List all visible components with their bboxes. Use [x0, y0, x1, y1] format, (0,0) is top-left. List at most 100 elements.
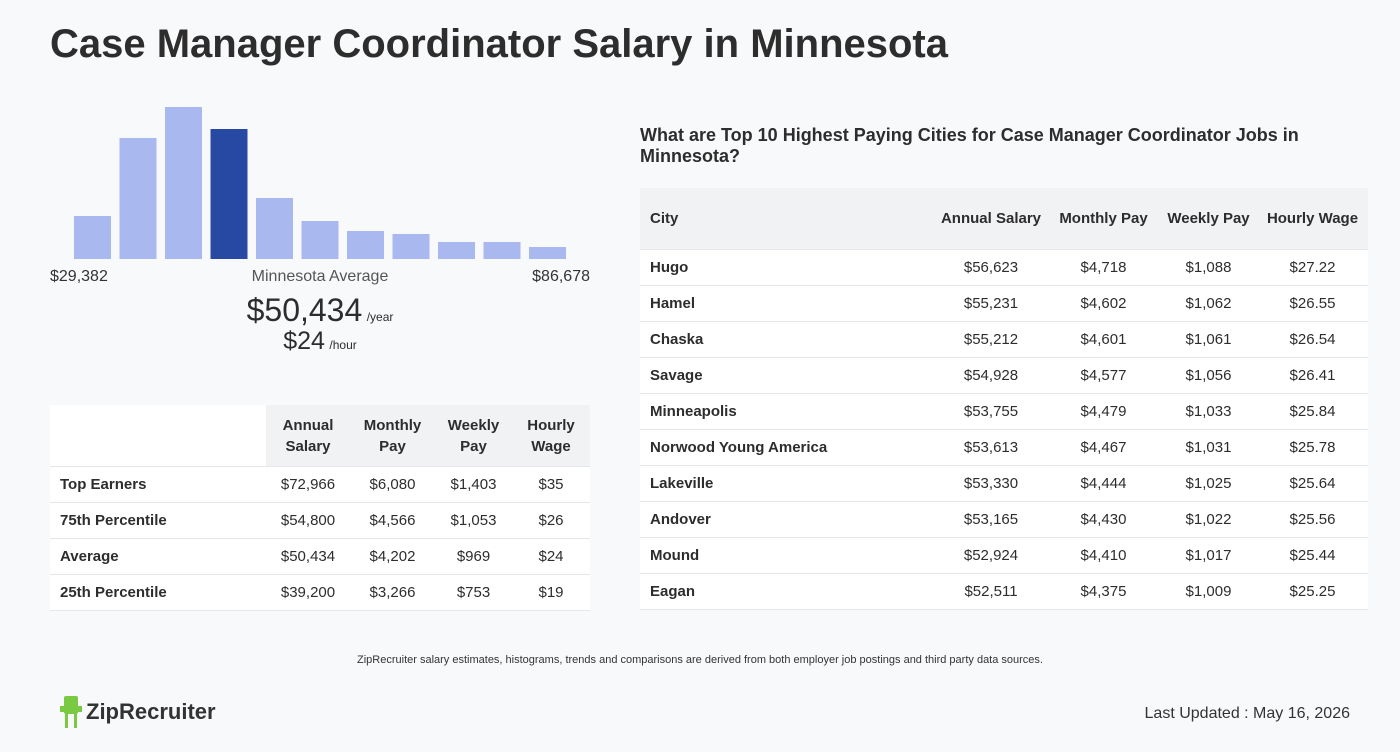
table-cell: Mound: [640, 537, 935, 574]
histogram-bar: [438, 242, 475, 259]
header-cell: Hourly Wage: [1257, 188, 1368, 250]
table-cell: $25.78: [1257, 429, 1368, 466]
table-cell: $52,924: [935, 537, 1047, 574]
histogram-bar: [256, 198, 293, 259]
table-row: Andover $53,165 $4,430 $1,022 $25.56: [640, 501, 1368, 538]
table-cell: $25.56: [1257, 501, 1368, 538]
table-cell: $26.54: [1257, 321, 1368, 358]
table-cell: 75th Percentile: [50, 502, 266, 539]
table-cell: 25th Percentile: [50, 574, 266, 611]
table-cell: Eagan: [640, 573, 935, 610]
table-cell: $4,467: [1047, 429, 1160, 466]
logo: ZipRecruiter: [60, 696, 216, 728]
histogram: $29,382 Minnesota Average $86,678: [50, 107, 590, 285]
table-cell: $4,718: [1047, 249, 1160, 286]
header-cell: Weekly Pay: [435, 405, 512, 467]
table-cell: $53,613: [935, 429, 1047, 466]
header-cell: Hourly Wage: [512, 405, 590, 467]
hourly-average: $24: [283, 327, 325, 355]
table-row: Top Earners $72,966 $6,080 $1,403 $35: [50, 466, 590, 503]
table-cell: $753: [435, 574, 512, 611]
table-row: 25th Percentile $39,200 $3,266 $753 $19: [50, 574, 590, 611]
table-cell: Hugo: [640, 249, 935, 286]
table-cell: $50,434: [266, 538, 350, 575]
table-row: Savage $54,928 $4,577 $1,056 $26.41: [640, 357, 1368, 394]
histogram-bar: [74, 216, 111, 259]
table-cell: $55,231: [935, 285, 1047, 322]
header-row: City Annual Salary Monthly Pay Weekly Pay Ho…: [640, 188, 1368, 250]
table-cell: $4,444: [1047, 465, 1160, 502]
cities-table: City Annual Salary Monthly Pay Weekly Pay Ho…: [640, 188, 1368, 610]
max-label: $86,678: [532, 268, 590, 285]
table-cell: $1,403: [435, 466, 512, 503]
table-cell: $4,410: [1047, 537, 1160, 574]
header-cell: [50, 405, 266, 467]
histogram-bar: [165, 107, 202, 259]
table-cell: $1,022: [1160, 501, 1257, 538]
table-cell: $1,017: [1160, 537, 1257, 574]
table-cell: $1,053: [435, 502, 512, 539]
annual-average: $50,434: [246, 292, 363, 328]
table-cell: $26.55: [1257, 285, 1368, 322]
annual-unit: /year: [366, 310, 394, 324]
average-block: $50,434 /year $24 /hour: [50, 292, 590, 356]
hourly-unit: /hour: [329, 338, 357, 352]
table-row: Norwood Young America $53,613 $4,467 $1,031…: [640, 429, 1368, 466]
last-updated: Last Updated : May 16, 2026: [1144, 705, 1350, 722]
table-row: Average $50,434 $4,202 $969 $24: [50, 538, 590, 575]
table-row: 75th Percentile $54,800 $4,566 $1,053 $26: [50, 502, 590, 539]
table-cell: $24: [512, 538, 590, 575]
table-cell: $53,755: [935, 393, 1047, 430]
table-cell: Lakeville: [640, 465, 935, 502]
table-cell: $19: [512, 574, 590, 611]
table-cell: Andover: [640, 501, 935, 538]
table-cell: $54,800: [266, 502, 350, 539]
table-cell: $1,033: [1160, 393, 1257, 430]
table-row: Hamel $55,231 $4,602 $1,062 $26.55: [640, 285, 1368, 322]
table-cell: $4,202: [350, 538, 435, 575]
table-cell: $1,088: [1160, 249, 1257, 286]
table-cell: $4,430: [1047, 501, 1160, 538]
table-cell: $52,511: [935, 573, 1047, 610]
table-cell: Chaska: [640, 321, 935, 358]
table-cell: $969: [435, 538, 512, 575]
table-cell: $3,266: [350, 574, 435, 611]
table-cell: Hamel: [640, 285, 935, 322]
table-cell: $55,212: [935, 321, 1047, 358]
table-cell: $27.22: [1257, 249, 1368, 286]
header-cell: Annual Salary: [935, 188, 1047, 250]
table-cell: Minneapolis: [640, 393, 935, 430]
table-cell: $39,200: [266, 574, 350, 611]
table-cell: $6,080: [350, 466, 435, 503]
table-cell: $1,031: [1160, 429, 1257, 466]
min-label: $29,382: [50, 268, 108, 285]
table-cell: $72,966: [266, 466, 350, 503]
histogram-bar: [529, 247, 566, 259]
table-row: Lakeville $53,330 $4,444 $1,025 $25.64: [640, 465, 1368, 502]
header-cell: Annual Salary: [266, 405, 350, 467]
table-row: Hugo $56,623 $4,718 $1,088 $27.22: [640, 249, 1368, 286]
table-row: Mound $52,924 $4,410 $1,017 $25.44: [640, 537, 1368, 574]
table-cell: Average: [50, 538, 266, 575]
histogram-bar: [210, 129, 248, 259]
table-row: Minneapolis $53,755 $4,479 $1,033 $25.84: [640, 393, 1368, 430]
table-cell: $53,330: [935, 465, 1047, 502]
table-cell: $4,566: [350, 502, 435, 539]
table-cell: Savage: [640, 357, 935, 394]
table-cell: $25.44: [1257, 537, 1368, 574]
table-cell: $1,025: [1160, 465, 1257, 502]
table-cell: $1,062: [1160, 285, 1257, 322]
table-cell: Top Earners: [50, 466, 266, 503]
histogram-bar: [119, 138, 157, 259]
table-row: Eagan $52,511 $4,375 $1,009 $25.25: [640, 573, 1368, 610]
header-cell: Monthly Pay: [1047, 188, 1160, 250]
page-title: Case Manager Coordinator Salary in Minne…: [50, 22, 948, 66]
header-cell: Weekly Pay: [1160, 188, 1257, 250]
table-cell: $1,056: [1160, 357, 1257, 394]
header-row: Annual Salary Monthly Pay Weekly Pay Hourly…: [50, 405, 590, 467]
table-row: Chaska $55,212 $4,601 $1,061 $26.54: [640, 321, 1368, 358]
header-cell: City: [640, 188, 935, 250]
table-cell: $4,577: [1047, 357, 1160, 394]
